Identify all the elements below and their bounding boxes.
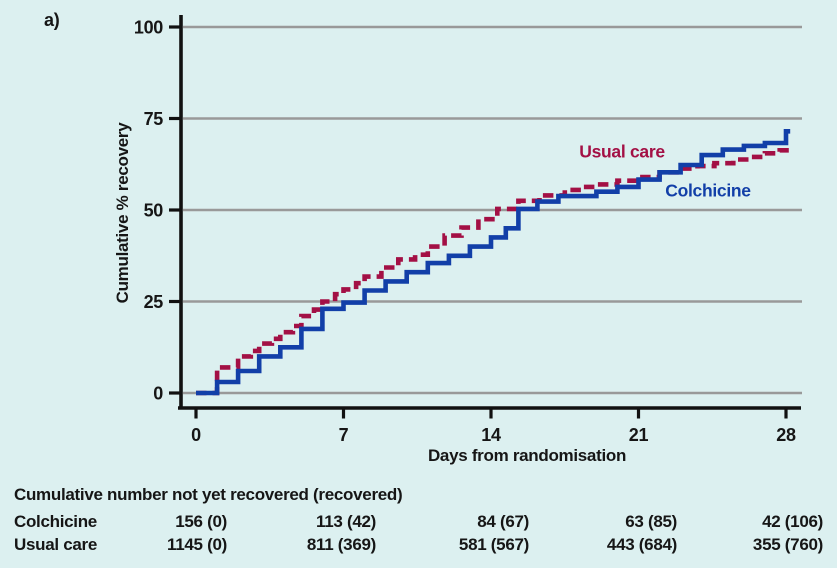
risk-table-cell: 42 (106) — [762, 512, 823, 531]
risk-table-cell: 811 (369) — [306, 535, 376, 554]
recovery-step-chart: 0 25 50 75 100 0 7 14 21 28 — [134, 15, 802, 445]
x-tick-label-7: 7 — [339, 425, 349, 445]
x-tick-label-21: 21 — [629, 425, 649, 445]
y-tick-label-75: 75 — [144, 109, 164, 129]
risk-table-cell: 156 (0) — [175, 512, 227, 531]
x-tick-label-14: 14 — [481, 425, 501, 445]
x-tick-label-0: 0 — [191, 425, 201, 445]
legend-usual-care: Usual care — [579, 141, 665, 162]
x-axis-title: Days from randomisation — [427, 446, 627, 465]
y-tick-label-25: 25 — [144, 292, 164, 312]
risk-table-cell: 63 (85) — [625, 512, 677, 531]
risk-table-cell: 443 (684) — [606, 535, 677, 554]
colchicine-curve — [196, 129, 791, 396]
risk-table-cell: 1145 (0) — [167, 535, 227, 554]
x-tick-label-28: 28 — [776, 425, 796, 445]
y-tick-label-0: 0 — [153, 384, 163, 404]
risk-table-title: Cumulative number not yet recovered (rec… — [14, 485, 403, 504]
usual-care-curve — [196, 148, 791, 396]
risk-table-cell: 84 (67) — [477, 512, 529, 531]
risk-table-cell: 355 (760) — [752, 535, 823, 554]
risk-table-cell: 581 (567) — [458, 535, 529, 554]
risk-table-row-label-usual-care: Usual care — [14, 535, 97, 554]
legend-colchicine: Colchicine — [665, 180, 751, 201]
y-tick-label-100: 100 — [134, 18, 163, 38]
y-tick-label-50: 50 — [144, 201, 164, 221]
panel-letter-label: a) — [44, 10, 60, 30]
risk-table-row-label-colchicine: Colchicine — [14, 512, 97, 531]
risk-table-cell: 113 (42) — [316, 512, 376, 531]
